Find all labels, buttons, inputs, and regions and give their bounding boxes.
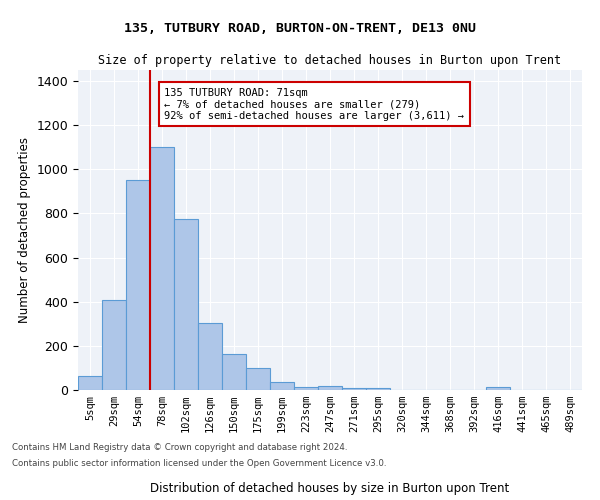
Text: 135, TUTBURY ROAD, BURTON-ON-TRENT, DE13 0NU: 135, TUTBURY ROAD, BURTON-ON-TRENT, DE13… — [124, 22, 476, 35]
Bar — [366, 388, 390, 390]
Bar — [150, 147, 174, 390]
Text: Contains public sector information licensed under the Open Government Licence v3: Contains public sector information licen… — [12, 460, 386, 468]
Bar — [174, 219, 198, 390]
Title: Size of property relative to detached houses in Burton upon Trent: Size of property relative to detached ho… — [98, 54, 562, 68]
Bar — [270, 382, 294, 390]
Bar — [342, 388, 366, 390]
Bar — [486, 386, 510, 390]
Bar — [222, 354, 246, 390]
Y-axis label: Number of detached properties: Number of detached properties — [18, 137, 31, 323]
Text: Distribution of detached houses by size in Burton upon Trent: Distribution of detached houses by size … — [151, 482, 509, 495]
Text: Contains HM Land Registry data © Crown copyright and database right 2024.: Contains HM Land Registry data © Crown c… — [12, 444, 347, 452]
Bar — [246, 368, 270, 390]
Bar — [198, 322, 222, 390]
Bar — [318, 386, 342, 390]
Text: 135 TUTBURY ROAD: 71sqm
← 7% of detached houses are smaller (279)
92% of semi-de: 135 TUTBURY ROAD: 71sqm ← 7% of detached… — [164, 88, 464, 121]
Bar — [294, 386, 318, 390]
Bar — [126, 180, 150, 390]
Bar — [78, 376, 102, 390]
Bar — [102, 300, 126, 390]
